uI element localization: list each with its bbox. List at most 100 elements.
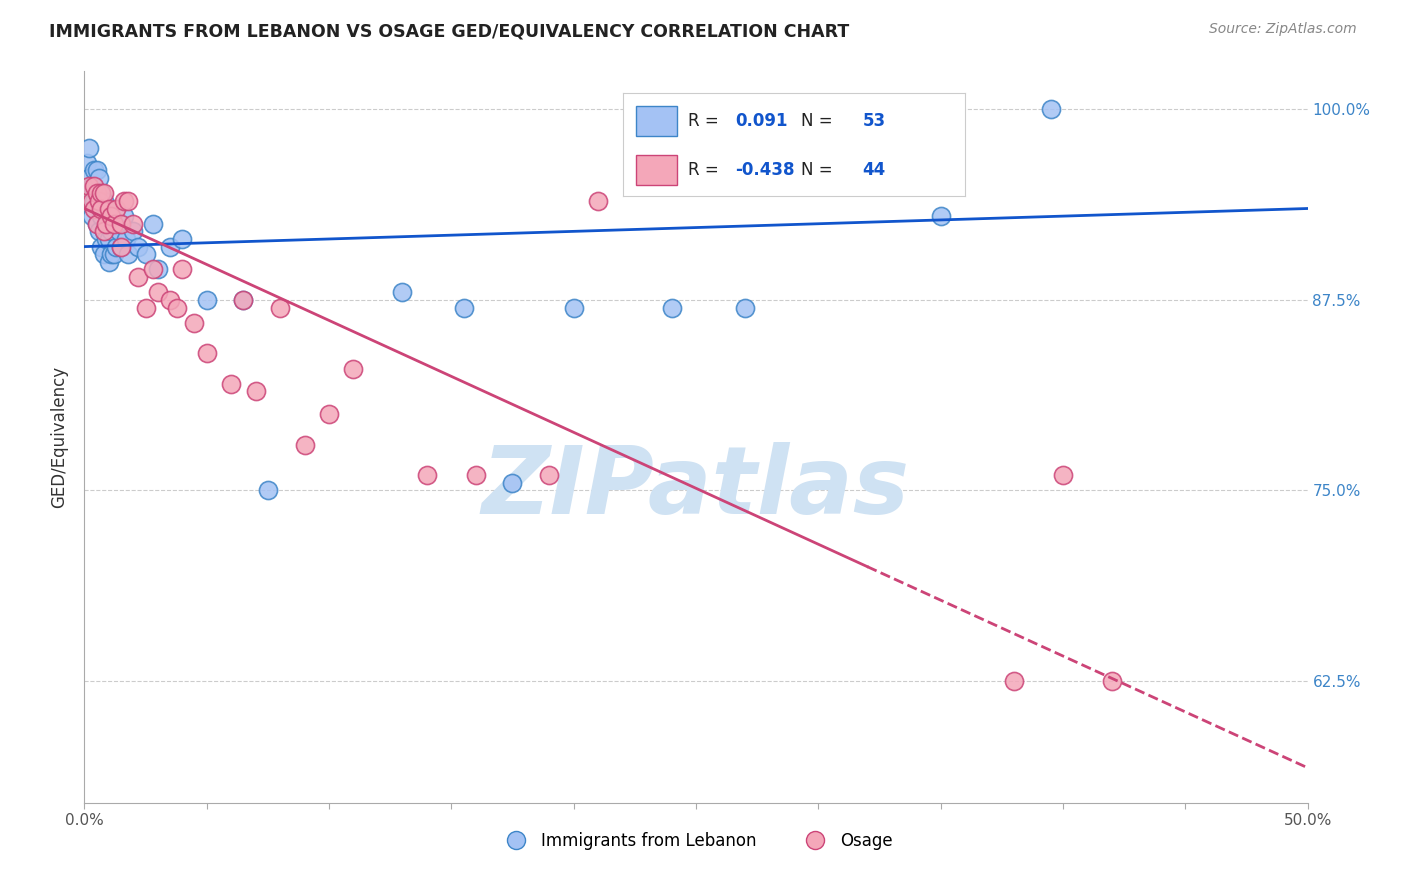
Point bbox=[538, 468, 561, 483]
Point bbox=[77, 178, 100, 193]
Point bbox=[257, 483, 280, 498]
Point bbox=[661, 301, 683, 315]
Point bbox=[734, 301, 756, 315]
Point bbox=[219, 376, 242, 391]
Point bbox=[90, 209, 112, 223]
Point bbox=[103, 247, 125, 261]
Point bbox=[80, 209, 103, 223]
Point bbox=[97, 209, 120, 223]
Point bbox=[93, 194, 115, 208]
Point bbox=[86, 186, 108, 201]
Point bbox=[105, 202, 128, 216]
Point bbox=[416, 468, 439, 483]
Point bbox=[135, 247, 157, 261]
Point bbox=[90, 186, 112, 201]
Point bbox=[159, 239, 181, 253]
Point bbox=[929, 209, 952, 223]
Point bbox=[107, 224, 129, 238]
Point bbox=[86, 186, 108, 201]
Point bbox=[80, 178, 103, 193]
Point bbox=[97, 202, 120, 216]
Point bbox=[115, 232, 138, 246]
Point bbox=[83, 202, 105, 216]
Point bbox=[1002, 673, 1025, 688]
Point bbox=[1052, 468, 1074, 483]
Point bbox=[105, 239, 128, 253]
Point bbox=[77, 171, 100, 186]
Point bbox=[166, 301, 188, 315]
Point bbox=[100, 247, 122, 261]
Point bbox=[77, 140, 100, 154]
Point bbox=[83, 194, 105, 208]
Point bbox=[103, 217, 125, 231]
Point bbox=[146, 285, 169, 300]
Point bbox=[90, 186, 112, 201]
Point bbox=[195, 346, 218, 360]
Point bbox=[112, 194, 135, 208]
Point bbox=[80, 194, 103, 208]
Point bbox=[110, 239, 132, 253]
Legend: Immigrants from Lebanon, Osage: Immigrants from Lebanon, Osage bbox=[492, 825, 900, 856]
Point bbox=[122, 224, 145, 238]
Point bbox=[195, 293, 218, 307]
Point bbox=[87, 194, 110, 208]
Point bbox=[96, 202, 118, 216]
Point bbox=[112, 209, 135, 223]
Point bbox=[97, 232, 120, 246]
Point bbox=[76, 155, 98, 169]
Point bbox=[87, 171, 110, 186]
Point bbox=[142, 217, 165, 231]
Point bbox=[127, 239, 149, 253]
Point bbox=[232, 293, 254, 307]
Point bbox=[159, 293, 181, 307]
Point bbox=[83, 178, 105, 193]
Point bbox=[146, 262, 169, 277]
Point bbox=[96, 232, 118, 246]
Point bbox=[1039, 103, 1062, 117]
Point bbox=[318, 407, 340, 421]
Point bbox=[294, 438, 316, 452]
Point bbox=[86, 217, 108, 231]
Point bbox=[86, 217, 108, 231]
Point bbox=[453, 301, 475, 315]
Point bbox=[100, 209, 122, 223]
Text: Source: ZipAtlas.com: Source: ZipAtlas.com bbox=[1209, 22, 1357, 37]
Point bbox=[232, 293, 254, 307]
Text: ZIPatlas: ZIPatlas bbox=[482, 442, 910, 534]
Point bbox=[183, 316, 205, 330]
Point bbox=[110, 239, 132, 253]
Point bbox=[464, 468, 486, 483]
Point bbox=[86, 163, 108, 178]
Point bbox=[135, 301, 157, 315]
Point bbox=[100, 224, 122, 238]
Point bbox=[93, 224, 115, 238]
Point bbox=[117, 194, 139, 208]
Point bbox=[122, 217, 145, 231]
Point bbox=[90, 202, 112, 216]
Point bbox=[87, 194, 110, 208]
Point bbox=[97, 255, 120, 269]
Point bbox=[142, 262, 165, 277]
Y-axis label: GED/Equivalency: GED/Equivalency bbox=[51, 366, 69, 508]
Point bbox=[391, 285, 413, 300]
Point bbox=[586, 194, 609, 208]
Point bbox=[269, 301, 291, 315]
Point bbox=[103, 217, 125, 231]
Text: IMMIGRANTS FROM LEBANON VS OSAGE GED/EQUIVALENCY CORRELATION CHART: IMMIGRANTS FROM LEBANON VS OSAGE GED/EQU… bbox=[49, 22, 849, 40]
Point bbox=[502, 475, 524, 490]
Point bbox=[93, 186, 115, 201]
Point bbox=[127, 270, 149, 285]
Point bbox=[172, 262, 194, 277]
Point bbox=[172, 232, 194, 246]
Point bbox=[117, 247, 139, 261]
Point bbox=[93, 247, 115, 261]
Point bbox=[110, 217, 132, 231]
Point bbox=[96, 217, 118, 231]
Point bbox=[83, 163, 105, 178]
Point bbox=[245, 384, 267, 399]
Point bbox=[90, 239, 112, 253]
Point bbox=[87, 224, 110, 238]
Point bbox=[110, 217, 132, 231]
Point bbox=[342, 361, 364, 376]
Point bbox=[562, 301, 585, 315]
